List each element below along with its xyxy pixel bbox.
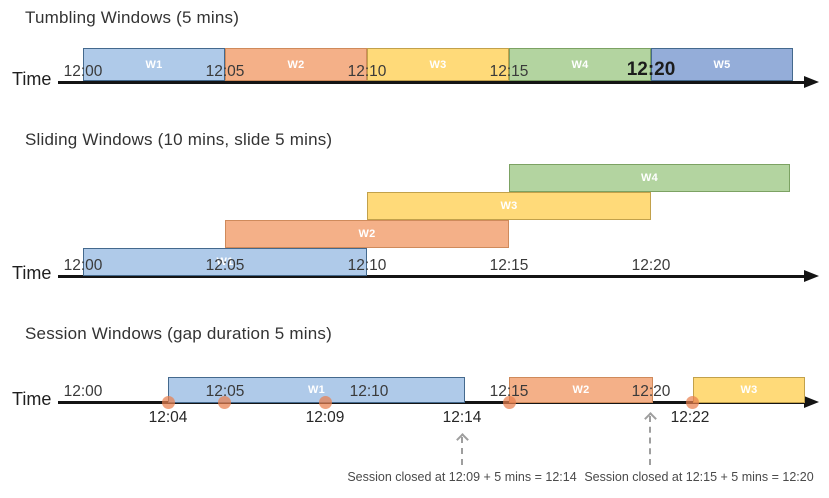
window-label: W3 [429,58,447,71]
event-dot [502,396,516,409]
window-box-w3: W3 [367,192,651,220]
tumbling-axis-arrowhead-icon [804,76,819,88]
tick-label: 12:20 [631,383,671,400]
window-box-w2: W2 [225,220,509,248]
event-dot [685,396,699,409]
window-label: W3 [500,200,518,212]
sliding-axis-line [58,275,806,278]
window-box-w5: W5 [651,48,793,81]
session-close-annotation: Session closed at 12:15 + 5 mins = 12:20 [584,470,814,484]
window-box-w2: W2 [509,377,653,403]
tick-label: 12:20 [631,257,671,274]
window-label: W5 [713,58,731,71]
window-box-w3: W3 [367,48,509,81]
window-box-w1: W1 [83,248,367,276]
window-label: W4 [640,172,659,184]
event-time-label: 12:22 [670,409,710,426]
event-dot [161,396,175,409]
event-time-label: 12:04 [148,409,188,426]
tick-label: 12:00 [63,383,103,400]
tick-label: 12:10 [347,63,387,80]
tumbling-section-title: Tumbling Windows (5 mins) [25,8,240,27]
event-time-label: 12:14 [442,409,482,426]
window-label: W4 [571,58,589,71]
window-box-w4: W4 [509,164,790,192]
dashed-up-arrow-icon [649,416,651,465]
tick-label: 12:20 [626,59,676,80]
tick-label: 12:05 [205,383,245,400]
tick-label: 12:05 [205,63,245,80]
tick-label: 12:15 [489,383,529,400]
window-box-w1: W1 [168,377,465,403]
tick-label: 12:15 [489,63,529,80]
window-label: W3 [740,384,758,396]
session-close-annotation: Session closed at 12:09 + 5 mins = 12:14 [347,470,577,484]
event-time-label: 12:09 [305,409,345,426]
tick-label: 12:10 [349,383,389,400]
window-label: W1 [216,256,234,268]
window-label: W2 [287,58,305,71]
tick-label: 12:00 [63,257,103,274]
tick-label: 12:15 [489,257,529,274]
tick-label: 12:00 [63,63,103,80]
window-label: W1 [307,384,326,396]
window-box-w4: W4 [509,48,651,81]
sliding-axis-arrowhead-icon [804,270,819,282]
dashed-up-arrow-icon [461,437,463,465]
session-time-axis-label: Time [12,389,52,409]
sliding-section-title: Sliding Windows (10 mins, slide 5 mins) [25,130,333,149]
window-box-w3: W3 [693,377,805,403]
tick-label: 12:05 [205,257,245,274]
tumbling-axis-line [58,81,806,84]
window-label: W2 [358,228,376,240]
session-axis-arrowhead-icon [804,396,819,408]
window-label: W2 [572,384,590,396]
event-dot [217,396,231,409]
session-section-title: Session Windows (gap duration 5 mins) [25,324,332,343]
event-dot [318,396,332,409]
sliding-time-axis-label: Time [12,263,52,283]
tumbling-time-axis-label: Time [12,69,52,89]
tick-label: 12:10 [347,257,387,274]
window-label: W1 [145,58,163,71]
window-box-w1: W1 [83,48,225,81]
window-box-w2: W2 [225,48,367,81]
